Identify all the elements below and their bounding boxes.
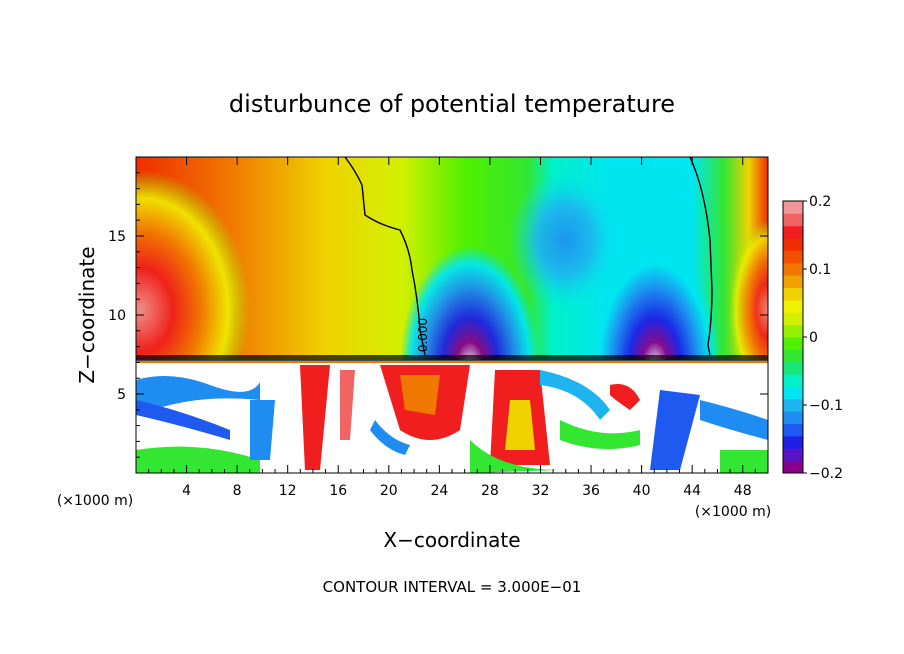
- colorbar-tick-label: −0.2: [809, 466, 843, 482]
- colorbar-swatch: [783, 262, 803, 276]
- y-tick-label: 5: [117, 387, 126, 403]
- y-tick-label: 15: [108, 229, 126, 245]
- colorbar-swatch: [783, 324, 803, 338]
- colorbar-swatch: [783, 361, 803, 375]
- colorbar-swatch: [783, 460, 803, 474]
- colorbar-swatch: [783, 287, 803, 301]
- colorbar-swatch: [783, 398, 803, 412]
- colorbar-swatch: [783, 299, 803, 313]
- chart-title: disturbunce of potential temperature: [229, 90, 675, 118]
- x-tick-label: 48: [734, 483, 752, 499]
- colorbar-swatch: [783, 250, 803, 264]
- colorbar-swatch: [783, 312, 803, 326]
- heatmap-field: [136, 157, 768, 473]
- contour-interval-note: CONTOUR INTERVAL = 3.000E−01: [323, 578, 582, 596]
- colorbar-swatch: [783, 349, 803, 363]
- colorbar-swatch: [783, 423, 803, 437]
- x-tick-label: 12: [279, 483, 297, 499]
- colorbar-swatch: [783, 386, 803, 400]
- colorbar: [783, 201, 803, 474]
- colorbar-swatch: [783, 411, 803, 425]
- x-tick-label: 28: [481, 483, 499, 499]
- y-tick-label: 10: [108, 308, 126, 324]
- colorbar-tick-label: −0.1: [809, 398, 843, 414]
- x-unit-label-left: (×1000 m): [57, 493, 133, 509]
- x-tick-label: 32: [532, 483, 550, 499]
- colorbar-tick-label: 0.1: [809, 262, 831, 278]
- colorbar-swatch: [783, 201, 803, 214]
- x-tick-label: 36: [582, 483, 600, 499]
- x-axis: 4 8 12 16 20 24 28 32 36 40 44 48: [148, 157, 756, 499]
- colorbar-swatch: [783, 238, 803, 251]
- y-axis-title: Z−coordinate: [75, 246, 99, 383]
- colorbar-swatch: [783, 337, 803, 350]
- x-tick-label: 24: [430, 483, 448, 499]
- x-unit-label-right: (×1000 m): [695, 504, 771, 520]
- colorbar-swatch: [783, 435, 803, 449]
- colorbar-ticks: 0.2 0.1 0 −0.1 −0.2: [803, 194, 843, 482]
- colorbar-swatch: [783, 374, 803, 387]
- colorbar-swatch: [783, 213, 803, 227]
- contour-label: 0.000: [416, 318, 430, 352]
- colorbar-tick-label: 0.2: [809, 194, 831, 210]
- x-tick-label: 44: [683, 483, 701, 499]
- x-axis-title: X−coordinate: [383, 528, 520, 552]
- colorbar-swatch: [783, 275, 803, 289]
- x-tick-label: 40: [633, 483, 651, 499]
- x-tick-label: 20: [380, 483, 398, 499]
- x-tick-label: 4: [182, 483, 191, 499]
- x-tick-label: 8: [233, 483, 242, 499]
- y-axis: 5 10 15: [108, 172, 768, 458]
- colorbar-swatch: [783, 225, 803, 239]
- colorbar-tick-label: 0: [809, 330, 818, 346]
- colorbar-swatch: [783, 448, 803, 462]
- lower-layer-structures: [136, 365, 768, 473]
- x-tick-label: 16: [329, 483, 347, 499]
